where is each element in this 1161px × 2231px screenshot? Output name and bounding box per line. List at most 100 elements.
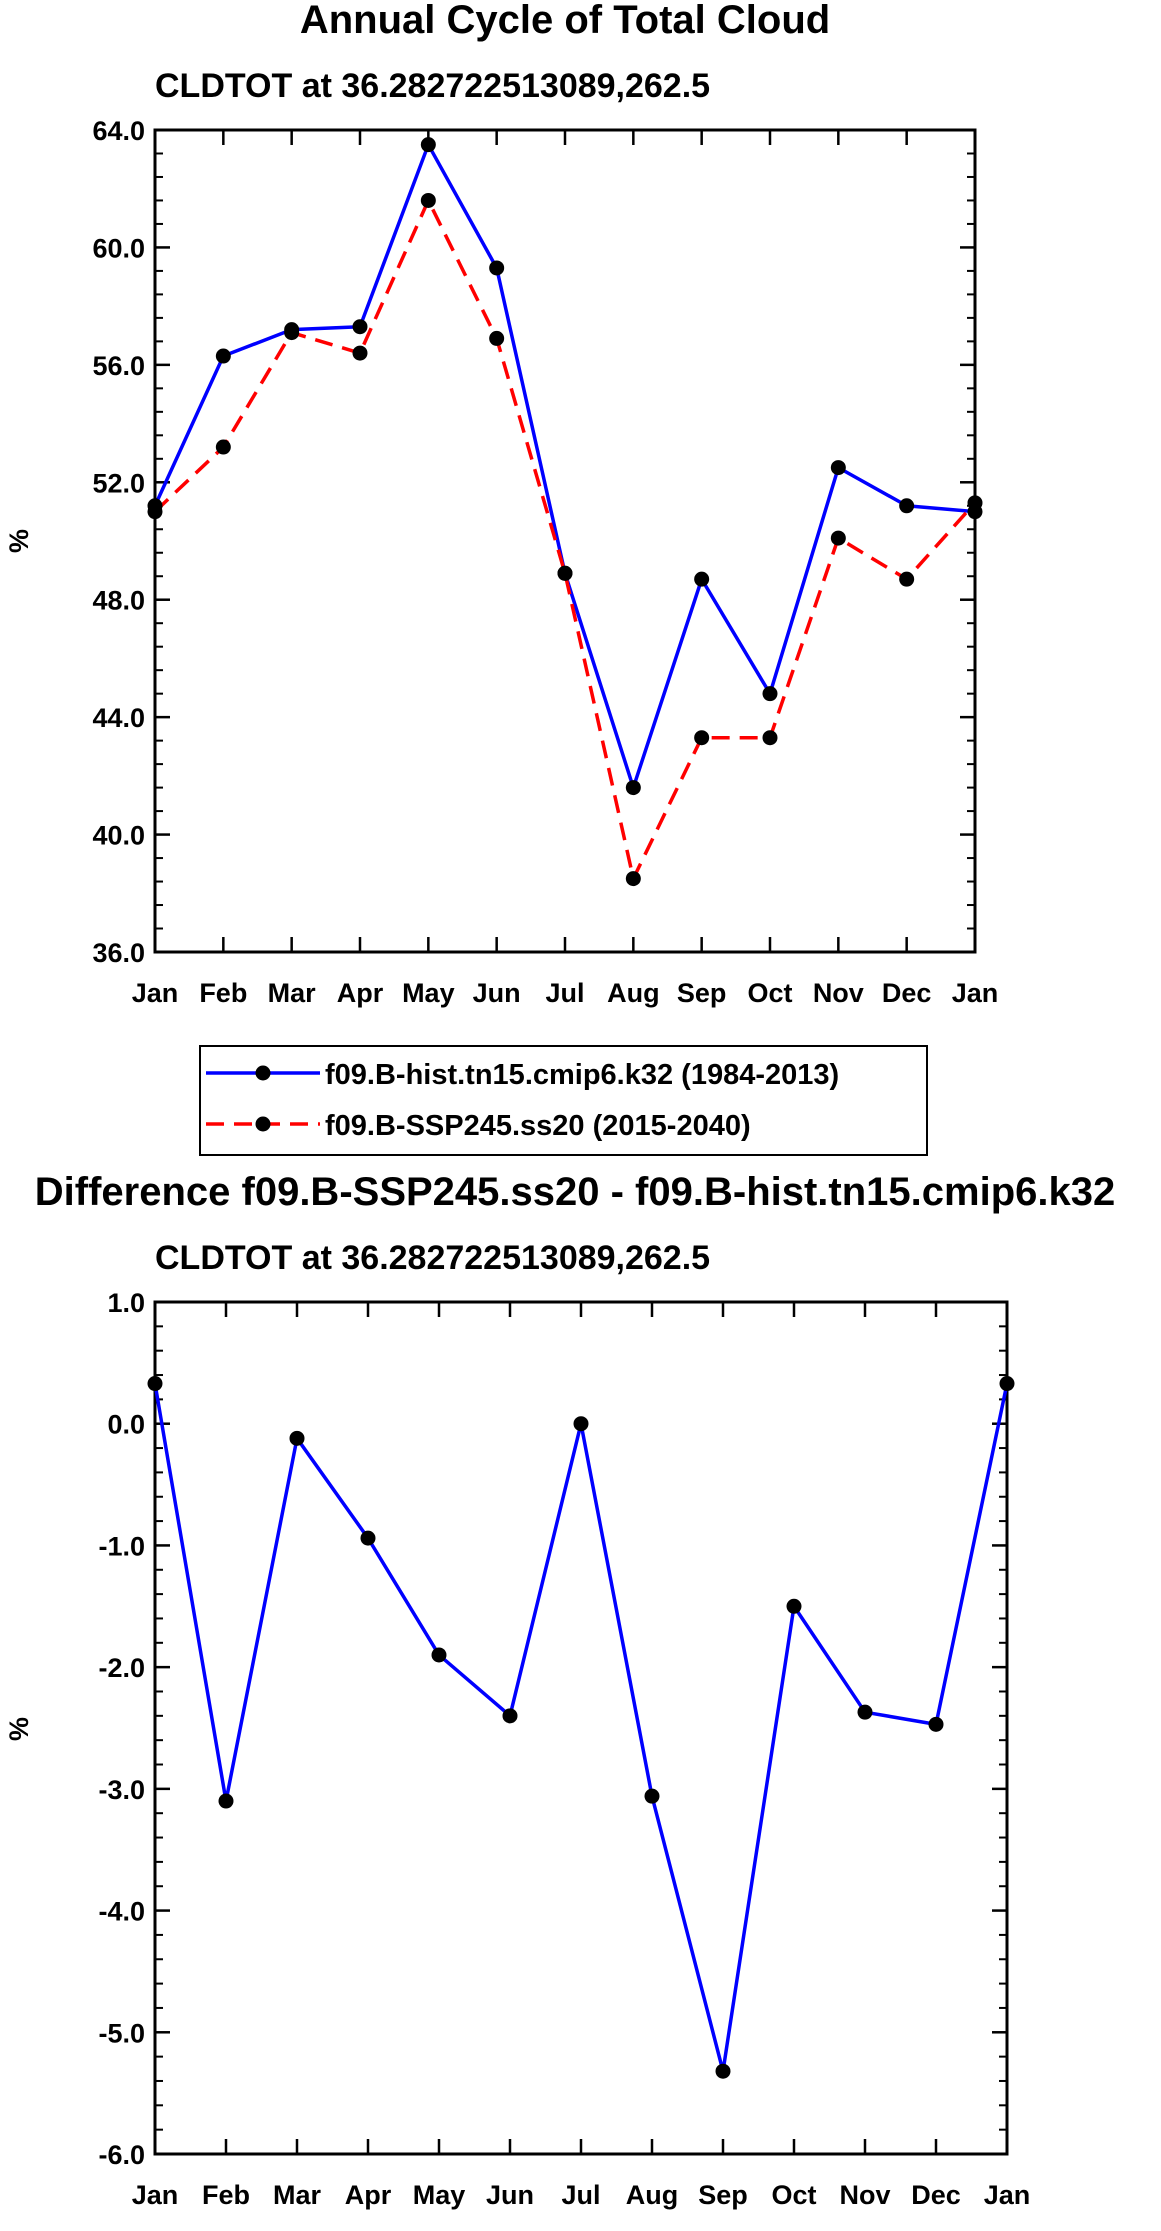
data-point bbox=[147, 1376, 163, 1392]
data-point bbox=[857, 1704, 873, 1720]
x-tick-label: Nov bbox=[813, 978, 864, 1008]
legend-entry-ssp: f09.B-SSP245.ss20 (2015-2040) bbox=[206, 1110, 751, 1142]
y-tick-label: 48.0 bbox=[92, 586, 145, 616]
data-point bbox=[502, 1708, 518, 1724]
data-point bbox=[218, 1793, 234, 1809]
chart2-ticks bbox=[153, 1300, 1009, 2156]
chart2-subtitle: CLDTOT at 36.282722513089,262.5 bbox=[155, 1239, 710, 1277]
x-tick-label: Jul bbox=[561, 2180, 600, 2210]
y-tick-label: -5.0 bbox=[98, 2018, 145, 2048]
data-point bbox=[830, 460, 846, 476]
y-tick-label: -6.0 bbox=[98, 2140, 145, 2170]
y-tick-label: -3.0 bbox=[98, 1775, 145, 1805]
chart1-title: Annual Cycle of Total Cloud bbox=[300, 0, 830, 42]
chart1-series bbox=[147, 137, 983, 887]
y-tick-label: 60.0 bbox=[92, 233, 145, 263]
data-point bbox=[762, 730, 778, 746]
y-tick-label: 52.0 bbox=[92, 468, 145, 498]
chart1-tick-labels: Jan Feb Mar Apr May Jun Jul Aug Sep Oct Nov Dec Jan 3… bbox=[92, 116, 998, 1008]
data-point bbox=[557, 565, 573, 581]
data-point bbox=[899, 498, 915, 514]
x-tick-label: Feb bbox=[202, 2180, 250, 2210]
chart2-series bbox=[147, 1376, 1015, 2079]
data-point bbox=[999, 1376, 1015, 1392]
y-tick-label: -4.0 bbox=[98, 1897, 145, 1927]
legend-label-ssp: f09.B-SSP245.ss20 (2015-2040) bbox=[325, 1110, 751, 1142]
chart1-plot-frame bbox=[153, 128, 977, 954]
chart1-subtitle: CLDTOT at 36.282722513089,262.5 bbox=[155, 67, 710, 105]
data-point bbox=[489, 260, 505, 276]
difference-chart: Difference f09.B-SSP245.ss20 - f09.B-his… bbox=[4, 1170, 1115, 2210]
data-point bbox=[786, 1598, 802, 1614]
y-tick-label: 36.0 bbox=[92, 938, 145, 968]
x-tick-label: Jan bbox=[984, 2180, 1031, 2210]
x-tick-label: Sep bbox=[698, 2180, 748, 2210]
x-tick-label: Dec bbox=[882, 978, 932, 1008]
chart1-ticks bbox=[153, 128, 977, 954]
chart2-y-axis-label: % bbox=[4, 1717, 34, 1741]
data-point bbox=[928, 1716, 944, 1732]
series-line-0 bbox=[153, 1383, 1009, 2073]
chart2-tick-labels: Jan Feb Mar Apr May Jun Jul Aug Sep Oct Nov Dec Jan -… bbox=[98, 1288, 1030, 2210]
x-tick-label: Jul bbox=[545, 978, 584, 1008]
data-point bbox=[715, 2063, 731, 2079]
legend-label-hist: f09.B-hist.tn15.cmip6.k32 (1984-2013) bbox=[325, 1059, 839, 1091]
data-point bbox=[644, 1788, 660, 1804]
x-tick-label: Jun bbox=[473, 978, 521, 1008]
data-point bbox=[694, 571, 710, 587]
data-point bbox=[284, 325, 300, 341]
x-tick-label: Aug bbox=[626, 2180, 678, 2210]
x-tick-label: Jan bbox=[132, 978, 179, 1008]
chart1-legend: f09.B-hist.tn15.cmip6.k32 (1984-2013) f0… bbox=[199, 1045, 928, 1156]
data-point bbox=[215, 348, 231, 364]
x-tick-label: May bbox=[402, 978, 455, 1008]
x-tick-label: Aug bbox=[607, 978, 659, 1008]
data-point bbox=[967, 495, 983, 511]
x-tick-label: Mar bbox=[268, 978, 317, 1008]
x-tick-label: May bbox=[413, 2180, 466, 2210]
x-tick-label: Dec bbox=[911, 2180, 961, 2210]
chart1-y-axis-label: % bbox=[4, 529, 34, 553]
x-tick-label: Jan bbox=[952, 978, 999, 1008]
x-tick-label: Oct bbox=[747, 978, 792, 1008]
y-tick-label: 1.0 bbox=[107, 1288, 145, 1318]
y-tick-label: 40.0 bbox=[92, 821, 145, 851]
x-tick-label: Nov bbox=[839, 2180, 890, 2210]
data-point bbox=[360, 1530, 376, 1546]
annual-cycle-chart: Annual Cycle of Total Cloud CLDTOT at 36… bbox=[4, 0, 998, 1156]
data-point bbox=[420, 137, 436, 153]
data-point bbox=[573, 1416, 589, 1432]
y-tick-label: 0.0 bbox=[107, 1410, 145, 1440]
data-point bbox=[489, 330, 505, 346]
data-point bbox=[830, 530, 846, 546]
series-line-0 bbox=[153, 142, 976, 790]
data-point bbox=[215, 439, 231, 455]
legend-marker-ssp bbox=[255, 1116, 271, 1132]
y-tick-label: 64.0 bbox=[92, 116, 145, 146]
x-tick-label: Feb bbox=[199, 978, 247, 1008]
data-point bbox=[289, 1430, 305, 1446]
y-tick-label: 44.0 bbox=[92, 703, 145, 733]
legend-entry-hist: f09.B-hist.tn15.cmip6.k32 (1984-2013) bbox=[206, 1059, 839, 1091]
data-point bbox=[420, 192, 436, 208]
x-tick-label: Oct bbox=[771, 2180, 816, 2210]
data-point bbox=[762, 686, 778, 702]
data-point bbox=[147, 504, 163, 520]
x-tick-label: Apr bbox=[345, 2180, 392, 2210]
data-point bbox=[431, 1647, 447, 1663]
legend-marker-hist bbox=[255, 1065, 271, 1081]
data-point bbox=[625, 871, 641, 887]
x-tick-label: Sep bbox=[677, 978, 727, 1008]
chart2-title: Difference f09.B-SSP245.ss20 - f09.B-his… bbox=[35, 1170, 1115, 1214]
data-point bbox=[694, 730, 710, 746]
data-point bbox=[352, 345, 368, 361]
y-tick-label: -1.0 bbox=[98, 1531, 145, 1561]
y-tick-label: 56.0 bbox=[92, 351, 145, 381]
data-point bbox=[899, 571, 915, 587]
x-tick-label: Apr bbox=[337, 978, 384, 1008]
y-tick-label: -2.0 bbox=[98, 1653, 145, 1683]
x-tick-label: Jun bbox=[486, 2180, 534, 2210]
series-line-1 bbox=[153, 198, 977, 881]
x-tick-label: Mar bbox=[273, 2180, 322, 2210]
